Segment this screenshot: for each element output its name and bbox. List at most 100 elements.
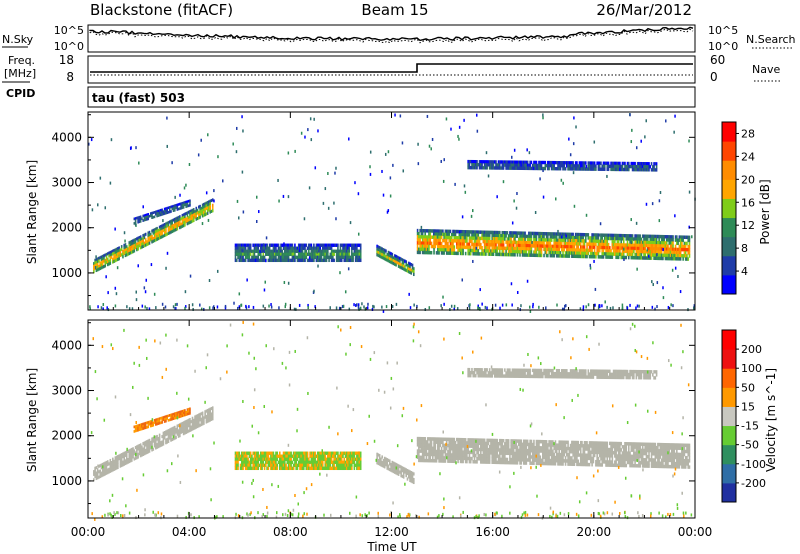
echo-cell: [444, 238, 447, 243]
echo-cell: [428, 232, 430, 236]
echo-cell: [138, 452, 141, 456]
echo-cell: [249, 457, 252, 461]
echo-cell: [93, 470, 95, 474]
echo-cell: [318, 466, 320, 471]
echo-cell: [171, 437, 174, 442]
echo-cell: [476, 239, 478, 244]
echo-cell: [452, 251, 454, 255]
echo-cell: [356, 451, 358, 455]
echo-cell: [573, 251, 576, 255]
noise-cell: [458, 125, 461, 129]
noise-cell: [665, 119, 667, 123]
echo-cell: [581, 232, 583, 237]
echo-cell: [392, 464, 395, 468]
echo-cell: [203, 416, 205, 420]
noise-cell: [259, 250, 261, 254]
echo-cell: [166, 209, 169, 212]
noise-cell: [461, 215, 464, 219]
echo-cell: [300, 457, 303, 461]
echo-cell: [321, 258, 324, 263]
echo-cell: [185, 413, 187, 416]
echo-cell: [187, 421, 190, 425]
echo-cell: [627, 161, 630, 166]
echo-cell: [122, 452, 124, 456]
echo-cell: [285, 454, 287, 458]
echo-cell: [523, 166, 525, 171]
echo-cell: [280, 457, 282, 461]
echo-cell: [377, 248, 380, 252]
echo-cell: [624, 167, 626, 172]
noise-cell: [102, 307, 104, 311]
echo-cell: [358, 466, 361, 471]
echo-cell: [172, 226, 175, 230]
echo-cell: [627, 237, 630, 241]
echo-cell: [272, 466, 275, 471]
echo-cell: [295, 249, 297, 253]
echo-cell: [473, 163, 476, 167]
echo-cell: [611, 236, 614, 241]
echo-cell: [138, 244, 141, 248]
echo-cell: [94, 472, 96, 476]
echo-cell: [377, 253, 380, 258]
echo-cell: [481, 166, 483, 170]
noise-cell: [644, 135, 646, 139]
echo-cell: [247, 457, 249, 461]
echo-cell: [352, 460, 354, 465]
echo-cell: [509, 231, 511, 235]
echo-cell: [509, 249, 511, 254]
echo-cell: [627, 249, 630, 254]
noise-cell: [366, 306, 369, 310]
echo-cell: [285, 466, 287, 471]
echo-cell: [566, 251, 568, 255]
echo-cell: [597, 161, 600, 165]
echo-cell: [327, 460, 329, 465]
echo-cell: [189, 220, 191, 224]
echo-cell: [539, 238, 542, 242]
echo-cell: [649, 243, 652, 248]
echo-cell: [457, 239, 459, 243]
echo-cell: [276, 463, 279, 468]
echo-cell: [439, 456, 442, 460]
echo-cell: [302, 255, 305, 260]
echo-cell: [605, 236, 607, 241]
echo-cell: [182, 213, 185, 217]
echo-cell: [136, 245, 138, 249]
echo-cell: [669, 235, 672, 239]
echo-cell: [252, 258, 254, 263]
echo-cell: [634, 256, 636, 260]
echo-cell: [265, 451, 267, 455]
echo-cell: [630, 234, 633, 238]
echo-cell: [424, 238, 426, 242]
echo-cell: [308, 246, 310, 250]
echo-cell: [428, 437, 430, 441]
echo-cell: [563, 167, 566, 171]
echo-cell: [424, 440, 426, 444]
echo-cell: [189, 210, 191, 214]
noise-cell: [573, 116, 575, 120]
echo-cell: [318, 243, 320, 247]
noise-cell: [458, 137, 460, 141]
echo-cell: [658, 244, 660, 248]
echo-cell: [443, 443, 445, 448]
echo-cell: [439, 238, 442, 243]
echo-cell: [466, 236, 468, 240]
echo-cell: [184, 223, 186, 227]
echo-cell: [535, 231, 538, 236]
echo-cell: [109, 469, 112, 473]
echo-cell: [194, 415, 196, 419]
echo-cell: [540, 238, 543, 242]
echo-cell: [270, 466, 272, 471]
echo-cell: [655, 244, 658, 248]
noise-cell: [538, 305, 540, 309]
echo-cell: [401, 466, 404, 470]
echo-cell: [254, 255, 257, 260]
echo-cell: [474, 160, 477, 164]
echo-cell: [473, 236, 476, 240]
echo-cell: [208, 413, 210, 417]
echo-cell: [457, 251, 459, 256]
echo-cell: [297, 451, 300, 455]
echo-cell: [504, 160, 506, 164]
echo-cell: [428, 229, 430, 233]
echo-cell: [234, 454, 237, 458]
echo-cell: [635, 167, 638, 172]
